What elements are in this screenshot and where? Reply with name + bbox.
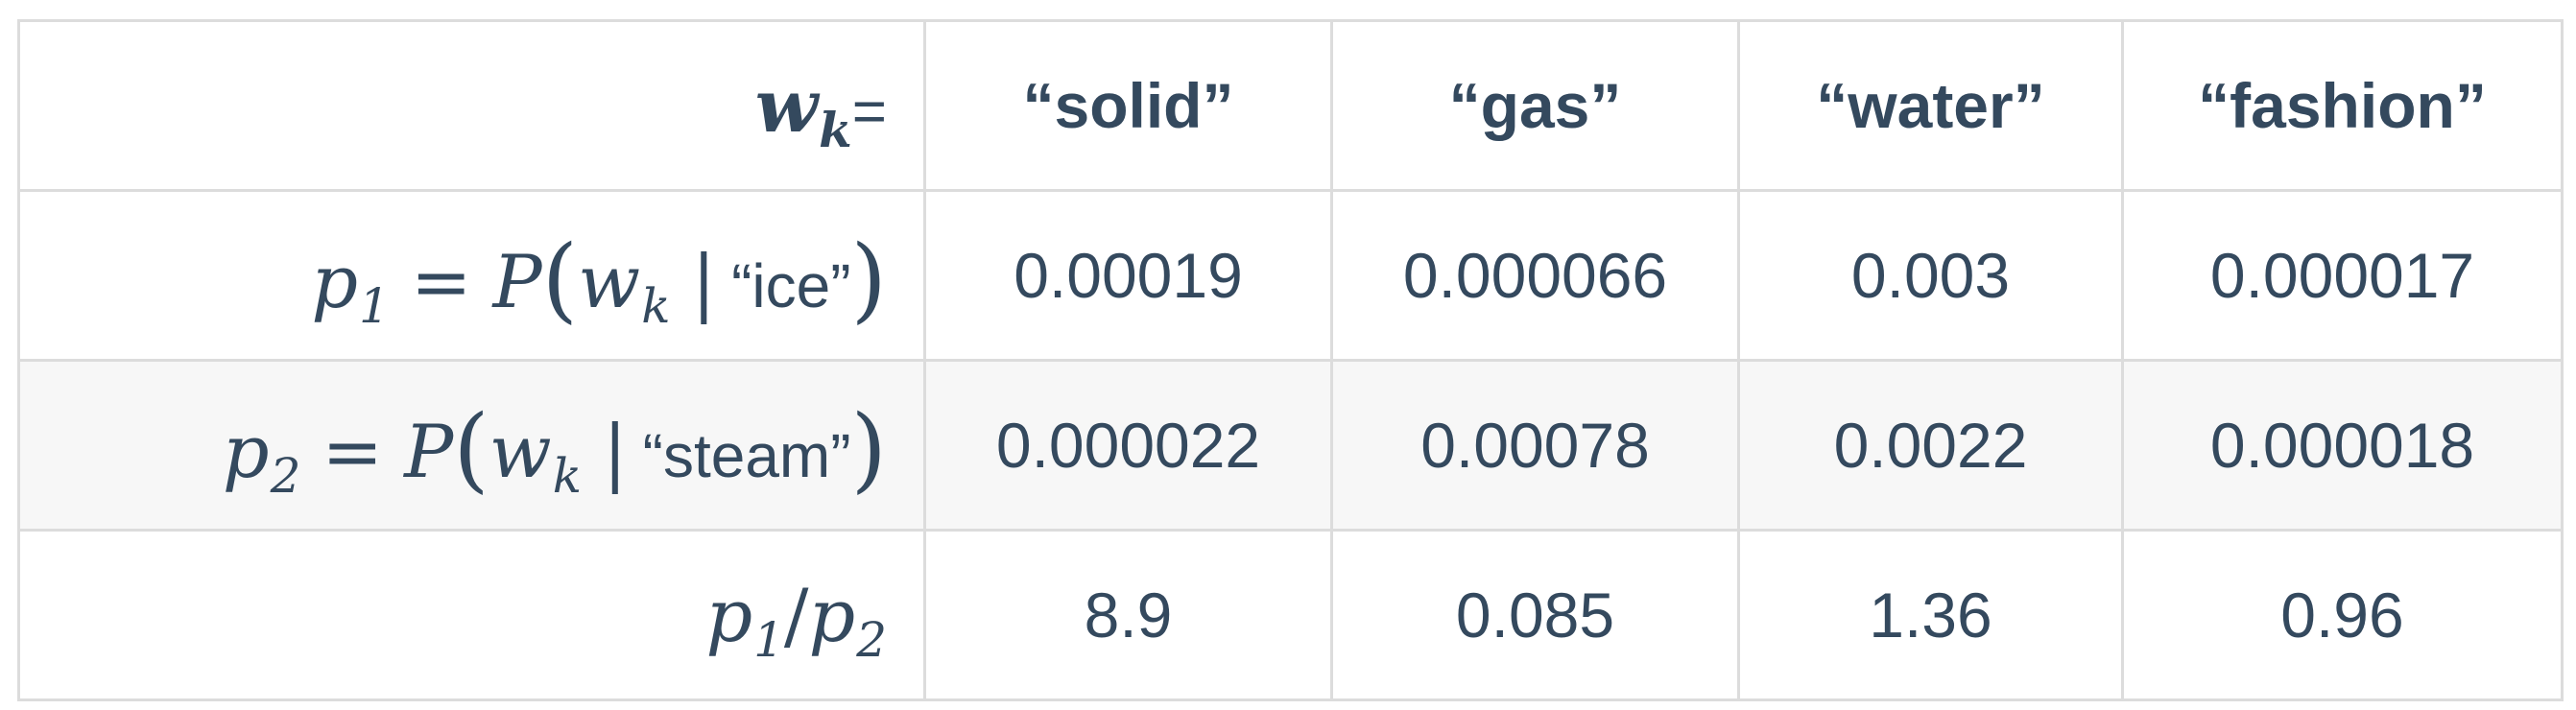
col-header-fashion: “fashion”	[2121, 19, 2564, 192]
given-word: “steam”	[642, 421, 851, 490]
cell-ratio-solid: 8.9	[923, 529, 1333, 701]
cell-ratio-fashion: 0.96	[2121, 529, 2564, 701]
row-label-p2: p2 = P(wk | “steam”)	[17, 359, 926, 532]
w-subscript: k	[552, 448, 583, 504]
row-label-p1: p1 = P(wk | “ice”)	[17, 189, 926, 362]
row-p1: p1 = P(wk | “ice”) 0.00019 0.000066 0.003 0.…	[17, 189, 2564, 362]
ratio-formula: p1/p2	[705, 572, 887, 668]
col-header-gas: “gas”	[1330, 19, 1740, 192]
probability-ratio-table: wk= “solid” “gas” “water” “fashion” p1 = P…	[17, 19, 2564, 701]
p-subscript: 1	[359, 278, 390, 334]
open-paren: (	[541, 225, 579, 333]
p2-symbol: p	[808, 572, 856, 658]
cell-p1-solid: 0.00019	[923, 189, 1333, 362]
equals-sign: =	[851, 78, 887, 145]
w-symbol: w	[578, 239, 641, 324]
cell-p2-fashion: 0.000018	[2121, 359, 2564, 532]
close-paren: )	[850, 395, 887, 503]
P-symbol: P	[492, 239, 542, 324]
p-symbol: p	[311, 239, 359, 324]
p-subscript: 2	[270, 448, 301, 504]
w-subscript: k	[641, 278, 671, 334]
w-symbol: w	[489, 409, 552, 494]
cell-ratio-water: 1.36	[1737, 529, 2124, 701]
given-bar: |	[691, 239, 717, 324]
close-paren: )	[850, 225, 887, 333]
p2-formula: p2 = P(wk | “steam”)	[222, 395, 887, 504]
P-symbol: P	[404, 409, 454, 494]
p2-subscript: 2	[856, 611, 887, 668]
given-word: “ice”	[731, 251, 851, 320]
header-row: wk= “solid” “gas” “water” “fashion”	[17, 19, 2564, 192]
open-paren: (	[453, 395, 489, 503]
cell-p1-water: 0.003	[1737, 189, 2124, 362]
p1-symbol: p	[705, 572, 753, 658]
header-word-symbol: wk	[754, 62, 852, 158]
cell-p2-water: 0.0022	[1737, 359, 2124, 532]
cell-p2-solid: 0.000022	[923, 359, 1333, 532]
p-symbol: p	[222, 409, 270, 494]
var-w: w	[754, 62, 819, 149]
row-label-ratio: p1/p2	[17, 529, 926, 701]
cell-p2-gas: 0.00078	[1330, 359, 1740, 532]
equals-symbol: =	[322, 409, 384, 494]
row-ratio: p1/p2 8.9 0.085 1.36 0.96	[17, 529, 2564, 701]
p1-formula: p1 = P(wk | “ice”)	[311, 225, 887, 334]
col-header-water: “water”	[1737, 19, 2124, 192]
equals-symbol: =	[410, 239, 472, 324]
col-header-solid: “solid”	[923, 19, 1333, 192]
cell-ratio-gas: 0.085	[1330, 529, 1740, 701]
var-w-subscript: k	[819, 101, 852, 158]
header-word-label: wk=	[17, 19, 926, 192]
division-slash: /	[783, 572, 809, 658]
row-p2: p2 = P(wk | “steam”) 0.000022 0.00078 0.0022…	[17, 359, 2564, 532]
cell-p1-gas: 0.000066	[1330, 189, 1740, 362]
given-bar: |	[603, 409, 628, 494]
p1-subscript: 1	[753, 611, 784, 668]
cell-p1-fashion: 0.000017	[2121, 189, 2564, 362]
